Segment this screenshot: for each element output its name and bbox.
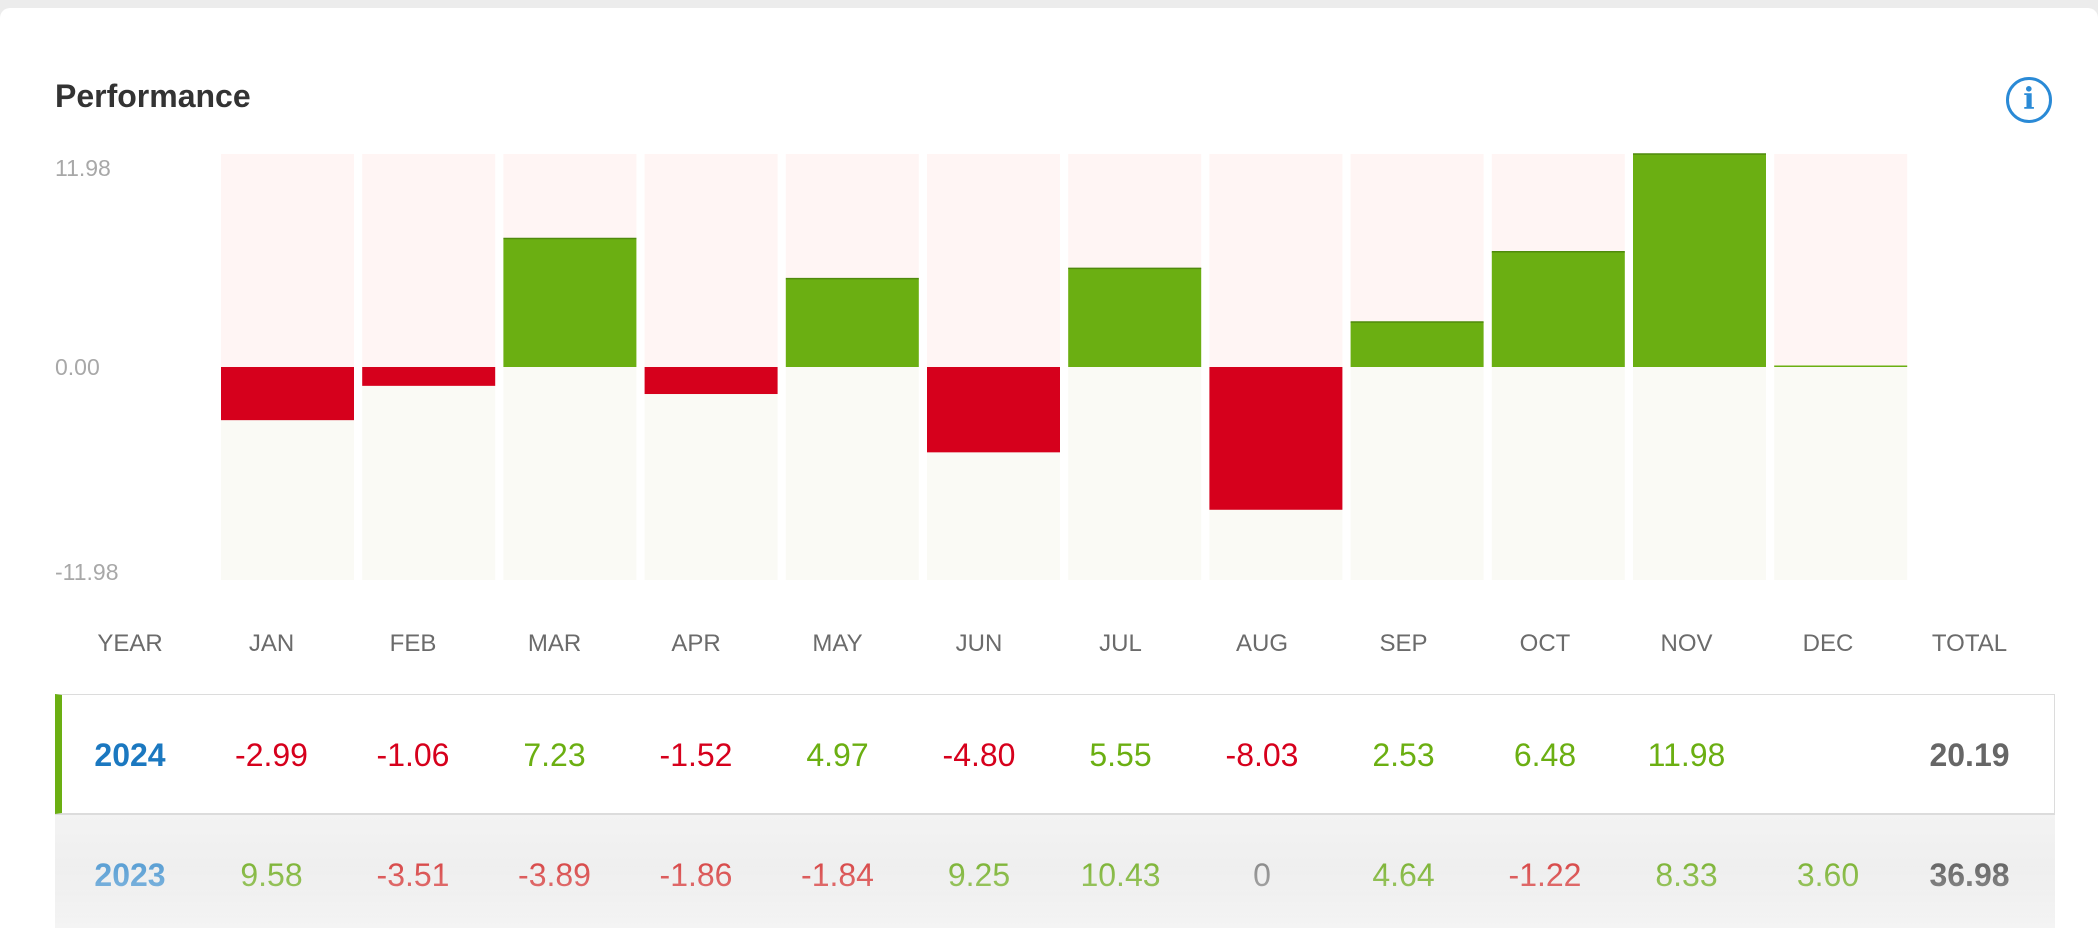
cell-jan: -2.99 [235, 737, 308, 773]
row-year-link[interactable]: 2023 [94, 857, 166, 893]
header-mar: MAR [527, 630, 582, 657]
cell-may: -1.84 [801, 857, 874, 893]
bar-jun[interactable] [927, 367, 1060, 453]
bar-may[interactable] [785, 278, 919, 367]
header-jun: JUN [955, 630, 1003, 657]
column-bg-top-feb [362, 154, 496, 367]
column-bg-bottom-oct [1491, 367, 1625, 580]
header-dec: DEC [1802, 630, 1854, 657]
cell-aug: 0 [1253, 857, 1271, 893]
bar-apr[interactable] [644, 367, 778, 395]
column-bg-bottom-nov [1633, 367, 1766, 580]
header-apr: APR [671, 630, 721, 657]
header-may: MAY [812, 630, 863, 657]
bar-aug[interactable] [1209, 367, 1343, 510]
cell-aug: -8.03 [1225, 737, 1299, 773]
cell-jul: 5.55 [1089, 737, 1152, 773]
cell-total: 20.19 [1929, 737, 2010, 773]
header-feb: FEB [389, 630, 437, 657]
column-bg-bottom-may [785, 367, 919, 580]
column-bg-top-dec [1774, 154, 1908, 367]
cell-dec: 3.60 [1796, 857, 1860, 893]
column-bg-bottom-feb [362, 367, 496, 580]
header-year: YEAR [97, 630, 163, 657]
column-bg-top-aug [1209, 154, 1343, 367]
cell-apr: -1.86 [659, 857, 733, 893]
bar-nov[interactable] [1633, 154, 1766, 367]
table-header: YEAR JAN FEB MAR APR MAY JUN JUL AUG SEP OCT NOV DEC… [55, 608, 2055, 678]
cell-oct: -1.22 [1508, 857, 1582, 893]
header-aug: AUG [1235, 630, 1288, 657]
y-tick-label: 11.98 [55, 155, 111, 181]
cell-feb: -3.51 [376, 857, 450, 893]
column-bg-bottom-dec [1774, 367, 1908, 580]
bar-mar[interactable] [503, 238, 637, 367]
header-jan: JAN [248, 630, 295, 657]
bar-jul[interactable] [1068, 268, 1202, 367]
table-row-2023[interactable]: 2023 9.58 -3.51 -3.89 -1.86 -1.84 9.25 10.43 0 4.… [55, 814, 2055, 928]
bar-sep[interactable] [1350, 322, 1484, 367]
header-nov: NOV [1660, 630, 1713, 657]
column-bg-top-jun [927, 154, 1060, 367]
column-bg-top-jan [221, 154, 354, 367]
bar-feb[interactable] [362, 367, 496, 386]
column-bg-bottom-mar [503, 367, 637, 580]
cell-apr: -1.52 [659, 737, 733, 773]
bar-oct[interactable] [1491, 251, 1625, 367]
cell-sep: 4.64 [1372, 857, 1435, 893]
header-jul: JUL [1099, 630, 1142, 657]
page-title: Performance [55, 78, 251, 114]
header-sep: SEP [1379, 630, 1428, 657]
cell-sep: 2.53 [1372, 737, 1435, 773]
column-bg-bottom-apr [644, 367, 778, 580]
performance-card: Performance i 11.98 0.00 -11.98 YEAR JAN FEB… [0, 8, 2098, 928]
cell-jun: 9.25 [947, 857, 1011, 893]
cell-jul: 10.43 [1080, 857, 1161, 893]
row-year-link[interactable]: 2024 [94, 737, 166, 773]
y-tick-label: -11.98 [55, 559, 119, 585]
cell-nov: 8.33 [1655, 857, 1718, 893]
header-total: TOTAL [1931, 630, 2008, 657]
cell-mar: 7.23 [523, 737, 586, 773]
cell-total: 36.98 [1929, 857, 2010, 893]
performance-chart: 11.98 0.00 -11.98 [55, 153, 1908, 585]
cell-oct: 6.48 [1513, 737, 1577, 773]
info-icon[interactable]: i [2006, 77, 2052, 123]
cell-may: 4.97 [806, 737, 869, 773]
cell-feb: -1.06 [376, 737, 450, 773]
column-bg-top-apr [644, 154, 778, 367]
cell-mar: -3.89 [518, 857, 591, 893]
cell-nov: 11.98 [1647, 737, 1726, 773]
column-bg-bottom-sep [1350, 367, 1484, 580]
bar-dec[interactable] [1774, 365, 1908, 368]
y-tick-label: 0.00 [55, 354, 100, 380]
header-oct: OCT [1519, 630, 1571, 657]
bar-jan[interactable] [221, 367, 354, 421]
table-row-2024[interactable]: 2024 -2.99 -1.06 7.23 -1.52 4.97 -4.80 5.55 -8.0… [55, 694, 2055, 814]
column-bg-bottom-jul [1068, 367, 1202, 580]
cell-jan: 9.58 [240, 857, 303, 893]
cell-jun: -4.80 [942, 737, 1016, 773]
